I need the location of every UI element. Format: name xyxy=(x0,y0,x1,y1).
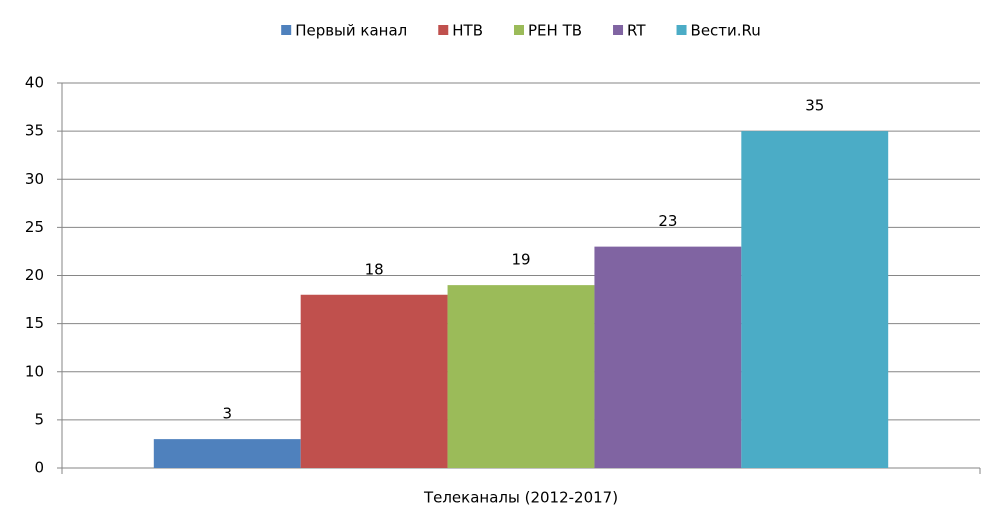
bar xyxy=(153,439,301,468)
legend-swatch xyxy=(438,25,449,35)
legend-swatch xyxy=(281,25,292,35)
y-tick-label: 35 xyxy=(25,122,44,140)
data-label: 23 xyxy=(658,212,677,230)
legend-label: РЕН ТВ xyxy=(528,22,582,40)
bar xyxy=(447,285,595,468)
bar xyxy=(594,246,742,468)
data-label: 18 xyxy=(365,260,384,278)
y-tick-label: 20 xyxy=(25,266,44,284)
x-tick-label: Телеканалы (2012-2017) xyxy=(423,489,618,507)
data-label: 35 xyxy=(805,97,824,115)
legend-swatch xyxy=(514,25,524,35)
data-label: 19 xyxy=(511,251,530,269)
y-tick-label: 5 xyxy=(34,410,44,428)
y-tick-label: 30 xyxy=(25,170,44,188)
legend-label: RT xyxy=(627,22,646,40)
data-label: 3 xyxy=(222,405,232,423)
legend-label: Вести.Ru xyxy=(691,22,761,40)
legend: Первый канал НТВ РЕН ТВ RT Вести.Ru xyxy=(281,22,761,40)
y-tick-label: 40 xyxy=(25,74,44,92)
legend-swatch xyxy=(676,25,687,35)
bar xyxy=(741,131,889,468)
y-tick-label: 10 xyxy=(25,362,44,380)
y-tick-label: 0 xyxy=(34,459,44,477)
y-tick-label: 25 xyxy=(25,218,44,236)
legend-swatch xyxy=(613,25,624,35)
legend-label: НТВ xyxy=(452,22,483,40)
y-tick-label: 15 xyxy=(25,314,44,332)
legend-label: Первый канал xyxy=(295,22,407,40)
bar xyxy=(300,294,448,468)
